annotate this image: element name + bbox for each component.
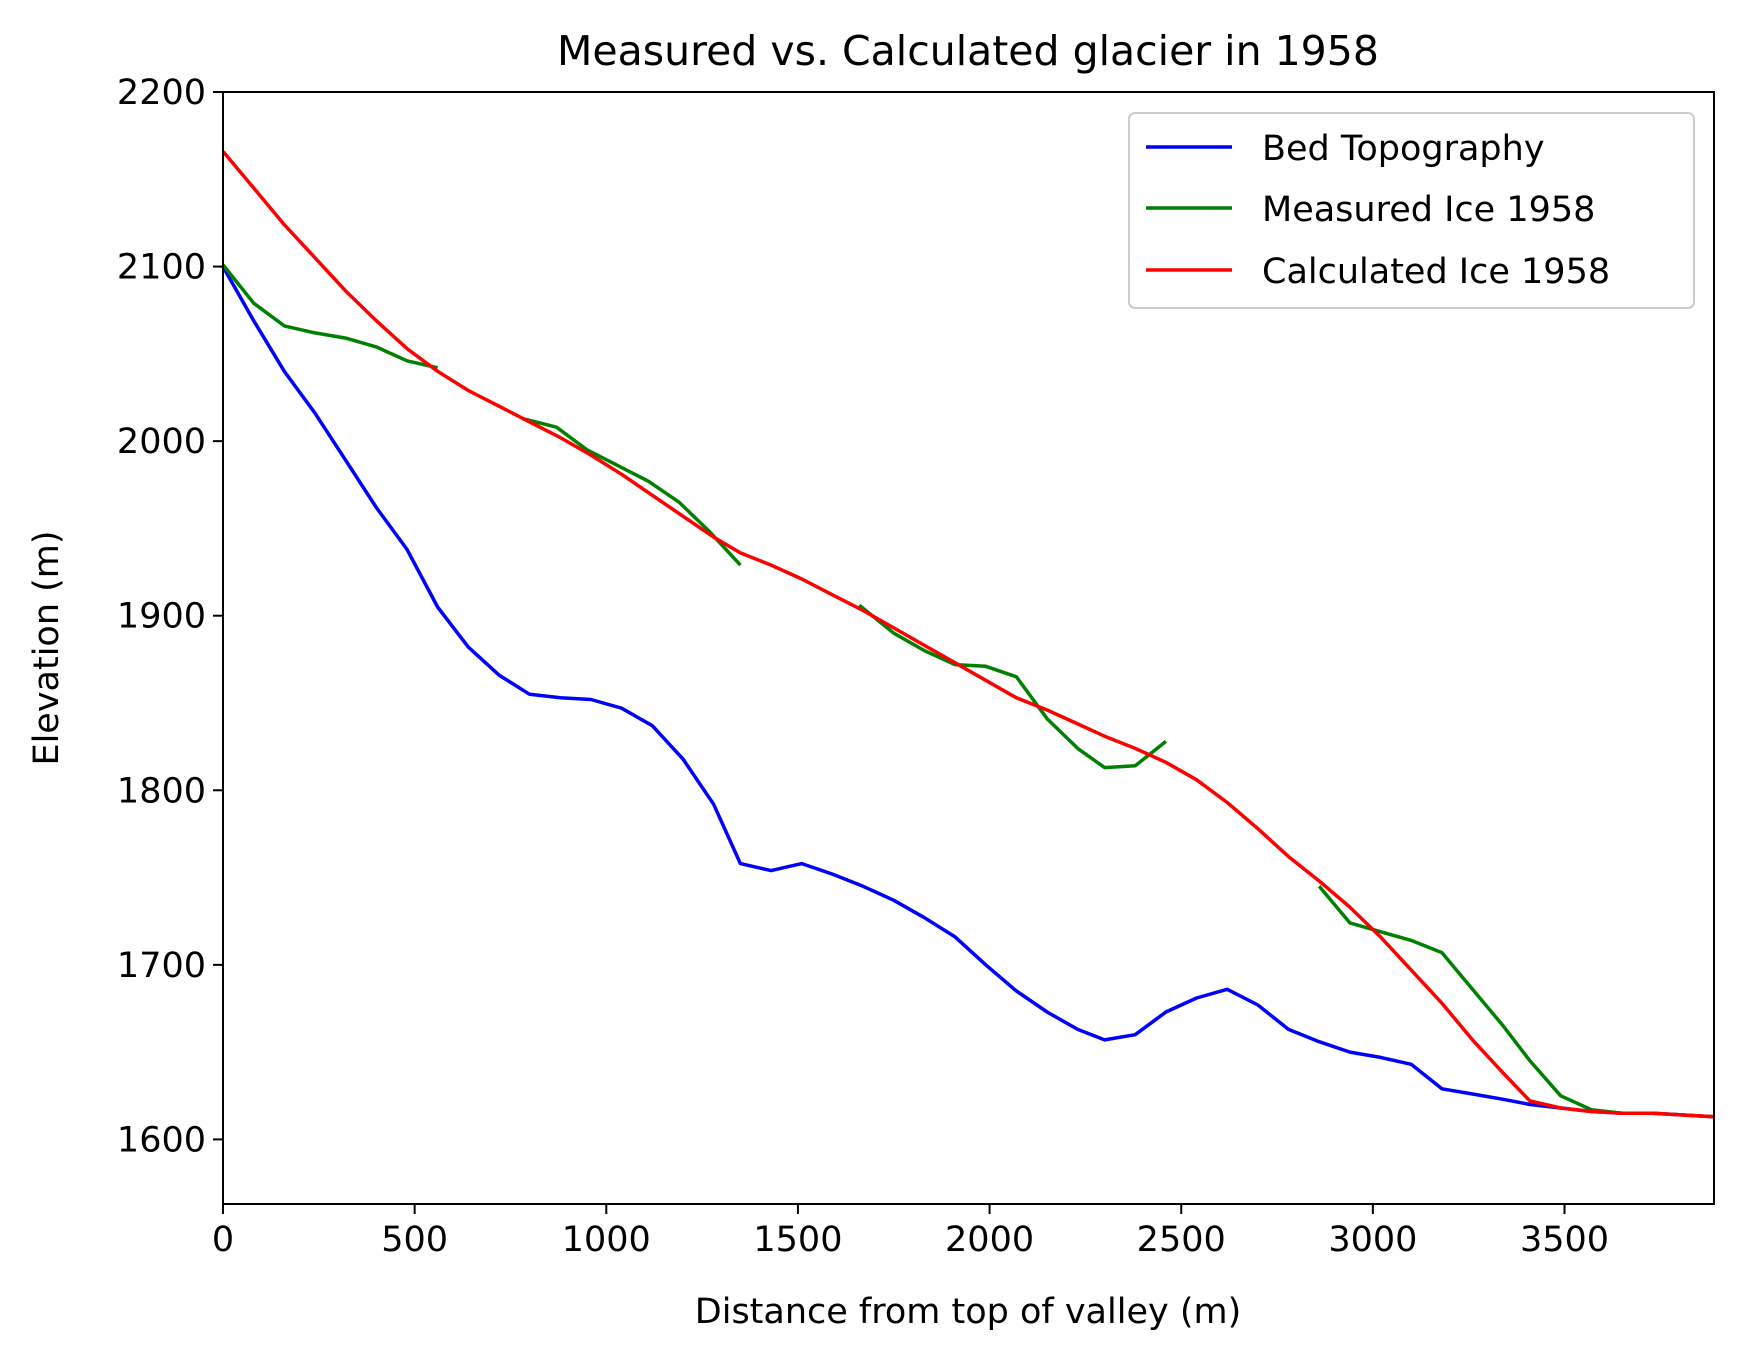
x-tick-label: 2500	[1137, 1220, 1226, 1260]
x-tick-label: 1000	[562, 1220, 651, 1260]
y-tick-label: 1700	[117, 946, 206, 986]
series-line-measured-ice-1958-0	[221, 263, 438, 370]
legend-label-calculated-ice: Calculated Ice 1958	[1262, 252, 1610, 292]
legend: Bed Topography Measured Ice 1958 Calcula…	[1128, 112, 1695, 309]
series-line-measured-ice-1958-2	[858, 603, 1167, 770]
plot-frame	[222, 91, 1715, 1205]
x-tick-label: 1500	[753, 1220, 842, 1260]
y-tick-label: 1600	[117, 1120, 206, 1160]
x-tick-label: 3000	[1328, 1220, 1417, 1260]
series-calculated-ice-1958	[221, 150, 1715, 1119]
x-axis: 0 500 1000 1500 2000 2500 3000 3500	[212, 1204, 1609, 1260]
y-tick-label: 1900	[117, 597, 206, 637]
x-tick-label: 500	[381, 1220, 448, 1260]
y-tick-label: 2100	[117, 248, 206, 288]
y-tick-label: 2200	[117, 73, 206, 113]
x-tick-label: 3500	[1520, 1220, 1609, 1260]
series-layer	[221, 150, 1715, 1119]
legend-label-bed-topography: Bed Topography	[1262, 129, 1545, 169]
y-tick-label: 1800	[117, 771, 206, 811]
x-tick-label: 0	[212, 1220, 234, 1260]
legend-label-measured-ice: Measured Ice 1958	[1262, 190, 1595, 230]
series-bed-topography	[221, 265, 1715, 1119]
series-line-bed-topography-0	[221, 265, 1715, 1119]
series-line-calculated-ice-1958-0	[221, 150, 1715, 1119]
y-tick-label: 2000	[117, 422, 206, 462]
chart-title: Measured vs. Calculated glacier in 1958	[557, 27, 1379, 75]
legend-box	[1128, 112, 1695, 309]
y-axis: 1600 1700 1800 1900 2000 2100 2200	[117, 73, 223, 1160]
series-line-measured-ice-1958-1	[521, 416, 742, 567]
y-axis-label: Elevation (m)	[27, 530, 67, 765]
x-tick-label: 2000	[945, 1220, 1034, 1260]
x-axis-label: Distance from top of valley (m)	[695, 1292, 1241, 1332]
